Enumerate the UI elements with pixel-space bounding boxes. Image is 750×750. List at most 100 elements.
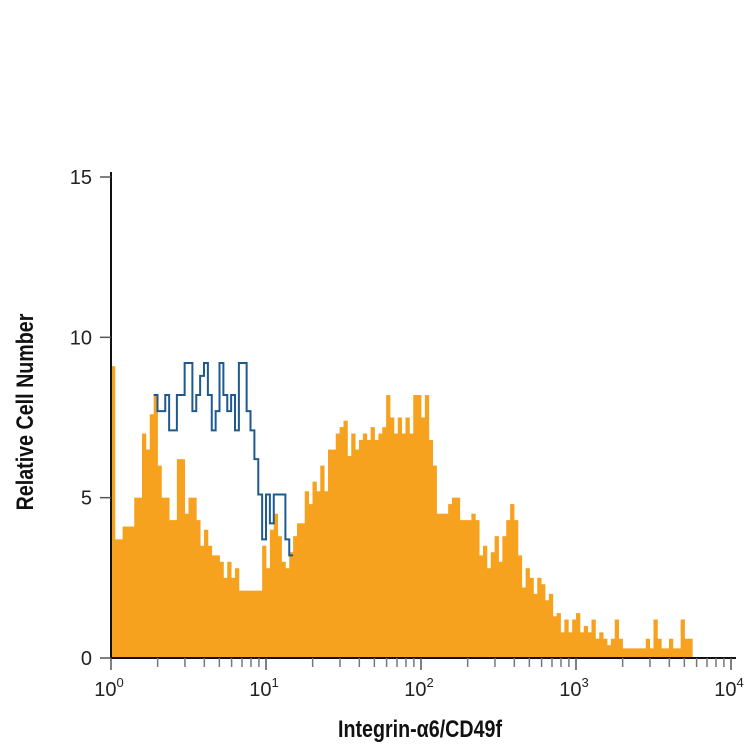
histogram-bar — [510, 504, 515, 658]
histogram-bar — [331, 449, 337, 658]
histogram-bar — [452, 497, 457, 658]
histogram-bar — [525, 568, 530, 658]
histogram-bar — [343, 420, 348, 658]
y-tick-label: 0 — [81, 648, 92, 670]
histogram-bar — [669, 638, 674, 658]
histogram-outline-series-1 — [153, 361, 294, 557]
histogram-bar — [153, 395, 158, 658]
histogram-bar — [599, 632, 604, 658]
histogram-bar — [223, 577, 228, 658]
histogram-bar — [483, 545, 488, 658]
histogram-bar — [180, 459, 186, 658]
x-tick-exponent: 0 — [117, 675, 124, 690]
histogram-bar — [479, 555, 484, 658]
histogram-bar — [517, 555, 523, 658]
histogram-bar — [382, 427, 387, 658]
histogram-bar — [297, 523, 302, 658]
histogram-bar — [161, 497, 166, 658]
histogram-bar — [475, 520, 480, 658]
histogram-bar — [622, 648, 627, 658]
histogram-bar — [506, 520, 511, 658]
y-tick-label: 10 — [70, 327, 92, 349]
histogram-bar — [231, 577, 236, 658]
histogram-bar — [459, 520, 465, 658]
histogram-bar — [537, 577, 542, 658]
histogram-bar — [424, 395, 430, 658]
histogram-bar — [134, 497, 139, 658]
histogram-bar — [289, 552, 294, 658]
histogram-bar — [409, 433, 414, 658]
histogram-bar — [138, 497, 143, 658]
histogram-bar — [490, 552, 496, 658]
histogram-bar — [347, 455, 352, 658]
histogram-bar — [250, 590, 255, 658]
histogram-bar — [207, 545, 213, 658]
histogram-bar — [572, 619, 577, 658]
histogram-bar — [533, 593, 538, 658]
histogram-bar — [665, 648, 670, 658]
histogram-bar — [548, 593, 554, 658]
histogram-bar — [688, 638, 693, 658]
histogram-bar — [661, 648, 666, 658]
histogram-bar — [111, 366, 116, 658]
histogram-bar — [672, 648, 678, 658]
histogram-bar — [293, 536, 298, 658]
histogram-bar — [684, 638, 689, 658]
histogram-bar — [390, 417, 395, 658]
histogram-bar — [312, 481, 317, 658]
histogram-bar — [552, 616, 558, 658]
y-tick-label: 15 — [70, 167, 92, 189]
histogram-bar — [300, 523, 306, 658]
histogram-bar — [242, 590, 248, 658]
histogram-bar — [324, 491, 329, 658]
histogram-bar — [676, 648, 682, 658]
histogram-bar — [196, 520, 201, 658]
histogram-bar — [165, 497, 170, 658]
histogram-bar — [262, 545, 267, 658]
histogram-bar — [126, 526, 131, 658]
histogram-bar — [130, 526, 135, 658]
histogram-bar — [273, 513, 279, 658]
histogram-bar — [238, 590, 244, 658]
histogram-bar — [316, 491, 321, 658]
histogram-bar — [320, 465, 325, 658]
histogram-bar — [285, 568, 290, 658]
histogram-bar — [448, 504, 453, 658]
histogram-bar — [277, 536, 282, 658]
histogram-bar — [514, 520, 519, 658]
histogram-bar — [413, 395, 418, 658]
histogram-bar — [638, 648, 643, 658]
x-tick-exponent: 1 — [272, 675, 279, 690]
histogram-bar — [362, 433, 368, 658]
histogram-bar — [173, 520, 178, 658]
histogram-bar — [269, 529, 275, 658]
histogram-bar — [145, 449, 151, 658]
histogram-bar — [351, 433, 356, 658]
histogram-bar — [610, 638, 616, 658]
histogram-bar — [595, 638, 600, 658]
x-tick-label: 103 — [559, 675, 588, 701]
histogram-bar — [339, 427, 344, 658]
histogram-bar — [498, 561, 503, 658]
histogram-bar — [169, 520, 174, 658]
x-tick-base: 10 — [559, 679, 581, 701]
histogram-bar — [184, 513, 189, 658]
histogram-bar — [680, 619, 685, 658]
histogram-bar — [386, 395, 391, 658]
histogram-bar — [219, 561, 224, 658]
histogram-bar — [657, 638, 662, 658]
histogram-bar — [421, 417, 426, 658]
histogram-bar — [122, 526, 127, 658]
x-tick-base: 10 — [714, 679, 736, 701]
histogram-bar — [328, 449, 333, 658]
histogram-bar — [645, 638, 651, 658]
histogram-bar — [192, 497, 197, 658]
y-axis-title: Relative Cell Number — [11, 313, 38, 510]
histogram-bar — [471, 513, 476, 658]
histogram-bar — [176, 459, 182, 658]
histogram-bar — [626, 648, 631, 658]
histogram-bar — [603, 638, 608, 658]
histogram-bar — [114, 539, 120, 658]
